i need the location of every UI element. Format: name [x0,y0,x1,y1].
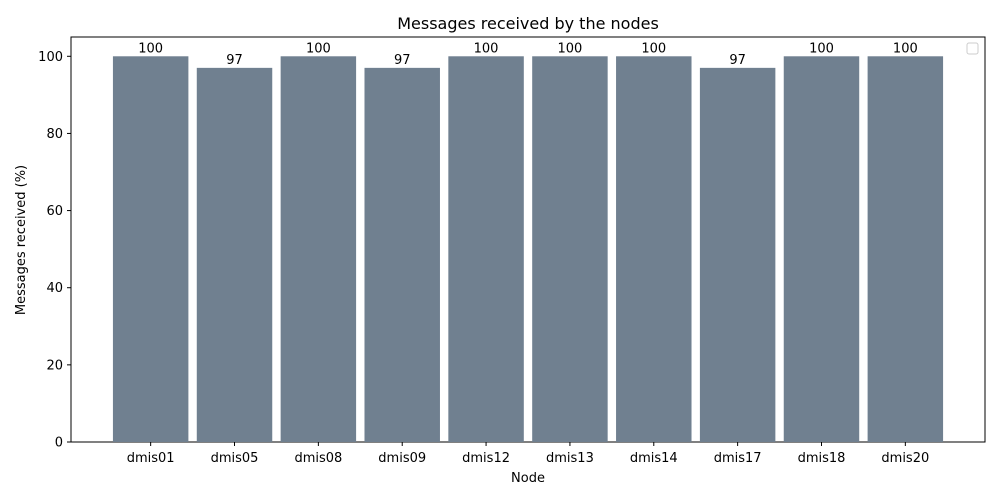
x-axis-ticks: dmis01 dmis05 dmis08 dmis09 dmis12 dmis13 dmis… [127,442,929,466]
bar-dmis08 [280,56,357,442]
data-label-dmis17: 97 [729,53,746,68]
data-label-dmis20: 100 [893,41,918,56]
data-label-dmis09: 97 [394,53,411,68]
x-axis-label: Node [511,471,545,486]
y-tick-label-60: 60 [46,204,63,219]
data-label-dmis05: 97 [226,53,243,68]
x-tick-label-dmis05: dmis05 [211,451,259,466]
data-label-dmis13: 100 [558,41,583,56]
chart-title: Messages received by the nodes [397,14,659,33]
bar-dmis12 [448,56,524,442]
x-tick-label-dmis13: dmis13 [546,451,594,466]
bar-dmis05 [196,67,273,443]
bar-dmis01 [112,56,189,442]
bar-dmis17 [699,67,776,443]
plot-area: 100 97 100 97 100 100 100 97 100 100 dmis01 dmis05… [38,36,986,466]
bar-dmis13 [532,56,608,442]
x-tick-label-dmis14: dmis14 [630,451,678,466]
y-tick-label-0: 0 [55,436,63,451]
x-tick-label-dmis18: dmis18 [798,451,846,466]
legend-box [966,42,979,55]
x-tick-label-dmis12: dmis12 [462,451,510,466]
plot-frame [70,36,986,443]
data-labels: 100 97 100 97 100 100 100 97 100 100 [138,41,918,68]
data-label-dmis14: 100 [641,41,666,56]
bar-series [112,56,944,443]
y-tick-label-100: 100 [38,50,63,65]
y-axis-ticks: 0 20 40 60 80 100 [38,50,71,451]
bar-dmis18 [783,56,860,442]
y-tick-label-40: 40 [46,281,63,296]
bar-dmis20 [867,56,944,442]
y-tick-label-20: 20 [46,358,63,373]
x-tick-label-dmis09: dmis09 [378,451,426,466]
x-tick-label-dmis20: dmis20 [881,451,929,466]
bar-dmis09 [364,67,440,443]
x-tick-label-dmis01: dmis01 [127,451,175,466]
data-label-dmis12: 100 [474,41,499,56]
bar-dmis14 [616,56,692,442]
x-tick-label-dmis17: dmis17 [714,451,762,466]
x-tick-label-dmis08: dmis08 [294,451,342,466]
y-tick-label-80: 80 [46,127,63,142]
data-label-dmis18: 100 [809,41,834,56]
data-label-dmis08: 100 [306,41,331,56]
y-axis-label: Messages received (%) [14,165,29,315]
data-label-dmis01: 100 [138,41,163,56]
